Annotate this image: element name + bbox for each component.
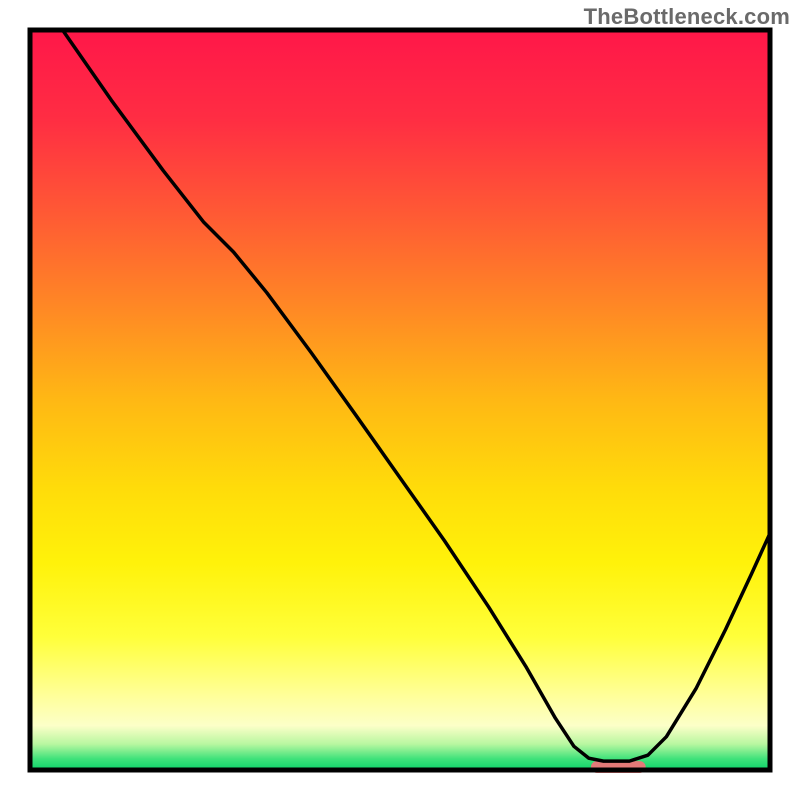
chart-container: TheBottleneck.com: [0, 0, 800, 800]
bottleneck-chart: [0, 0, 800, 800]
plot-area: [30, 30, 770, 773]
watermark-text: TheBottleneck.com: [584, 4, 790, 30]
